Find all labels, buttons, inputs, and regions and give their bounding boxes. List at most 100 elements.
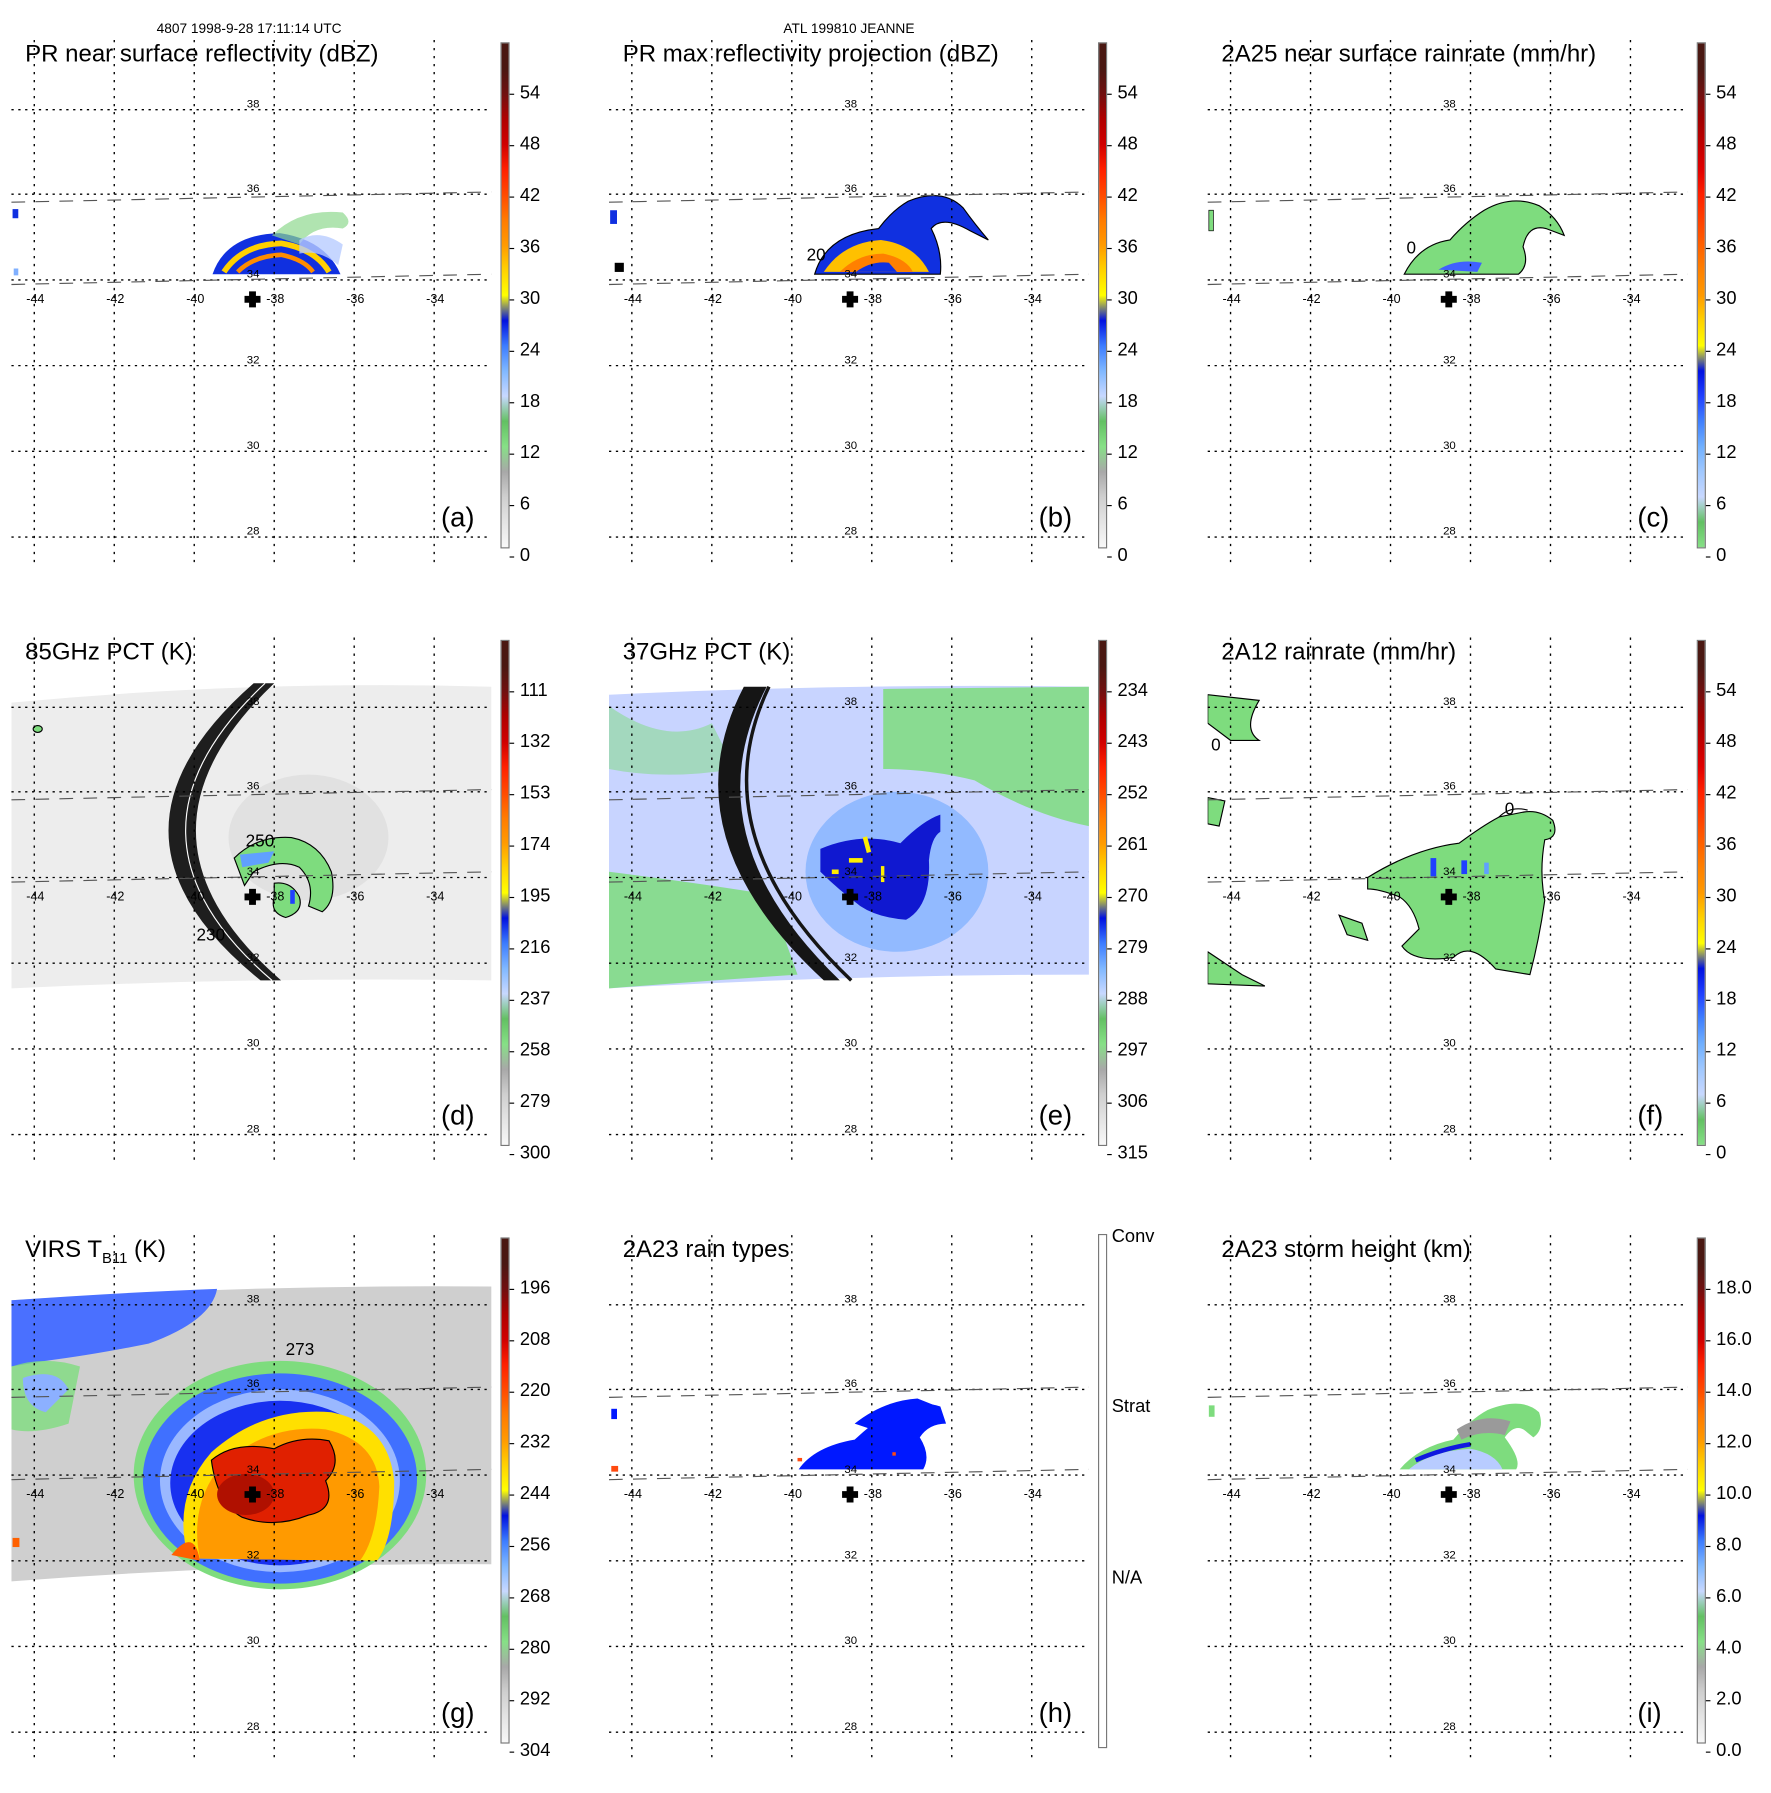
lon-label: -42 (1303, 292, 1321, 306)
swath-edge (11, 191, 492, 203)
panel-title-suffix: (K) (127, 1236, 167, 1263)
lat-label: 28 (844, 1123, 857, 1135)
lon-label: -38 (864, 889, 882, 903)
colorbar-tick (509, 402, 515, 404)
panel-title: 2A23 rain types (623, 1236, 790, 1263)
colorbar-label: 258 (519, 1040, 551, 1061)
colorbar-tick (509, 1102, 515, 1104)
lon-label: -34 (426, 292, 444, 306)
colorbar-label: 12 (1117, 443, 1138, 463)
lat-label: 30 (247, 1038, 260, 1050)
lat-label: 28 (247, 1123, 260, 1135)
lon-label: -36 (944, 292, 962, 306)
swath-edge (11, 1386, 492, 1398)
panel-title: 2A12 rainrate (mm/hr) (1221, 639, 1456, 666)
colorbar-tick (1107, 999, 1112, 1001)
colorbar-tick (1705, 1051, 1711, 1053)
colorbar-label: 8.0 (1716, 1535, 1742, 1556)
colorbar (1696, 639, 1706, 1147)
colorbar (500, 639, 510, 1147)
lon-label: -42 (1303, 1487, 1321, 1501)
colorbar-tick (1705, 505, 1711, 507)
colorbar-tick (509, 556, 515, 558)
lat-label: 32 (844, 1549, 857, 1561)
lat-label: 38 (844, 1294, 857, 1306)
swath-edge (1207, 1468, 1688, 1481)
panel-f: 38 36 34 32 30 28 -44 -42 -40 -38 -36 -34 0 0 2A12 rai… (1196, 598, 1771, 1196)
contour-label: 273 (286, 1339, 315, 1359)
lon-label: -42 (1303, 889, 1321, 903)
colorbar-tick (1705, 1700, 1711, 1702)
colorbar-tick (1705, 1102, 1711, 1104)
lat-label: 32 (247, 354, 260, 366)
colorbar-tick (1107, 691, 1112, 693)
colorbar-tick (1107, 93, 1112, 95)
lon-label: -36 (346, 889, 364, 903)
lon-label: -34 (1024, 292, 1042, 306)
lon-label: -34 (426, 889, 444, 903)
map-c: 38 36 34 32 30 28 -44 -42 -40 -38 -36 -34 0 (1207, 39, 1688, 566)
colorbar-label: 12 (519, 443, 541, 463)
lat-label: 32 (247, 952, 260, 964)
lat-label: 30 (844, 1038, 857, 1050)
colorbar-tick (1705, 896, 1711, 899)
lon-label: -38 (864, 1487, 882, 1501)
colorbar-tick (1705, 948, 1711, 950)
lon-label: -44 (26, 1487, 44, 1501)
lat-label: 36 (844, 183, 857, 195)
colorbar-label: 54 (1716, 83, 1737, 103)
colorbar-label: 0 (1117, 546, 1128, 566)
lat-label: 30 (247, 1635, 260, 1647)
colorbar-label: 208 (519, 1329, 551, 1350)
panel-title-text: PR near surface reflectivity (dBZ) (25, 41, 379, 68)
colorbar-tick (1705, 742, 1711, 744)
colorbar-label: 14.0 (1716, 1381, 1752, 1401)
map-g: 38 36 34 32 30 28 -44 -42 -40 -38 -36 -34 273 (11, 1235, 492, 1761)
swath-edge (1207, 788, 1688, 801)
lon-label: -38 (864, 292, 882, 306)
colorbar-tick (509, 691, 515, 693)
colorbar-label: N/A (1111, 1568, 1143, 1589)
colorbar-tick (1705, 1597, 1711, 1599)
colorbar-label: 18 (1716, 391, 1737, 412)
colorbar-label: 30 (1716, 886, 1737, 907)
lon-label: -40 (1383, 889, 1401, 903)
colorbar-label: 6.0 (1716, 1587, 1742, 1607)
colorbar (500, 42, 510, 549)
colorbar-label: 10.0 (1716, 1484, 1752, 1504)
lat-label: 30 (844, 440, 857, 452)
colorbar-tick (1107, 402, 1112, 404)
lat-label: 34 (1443, 866, 1456, 878)
colorbar-label: 30 (1117, 289, 1138, 309)
lat-label: 34 (1443, 1464, 1456, 1476)
colorbar-tick (1705, 402, 1711, 404)
swath-edge (608, 1386, 1089, 1398)
swath-edge (1207, 871, 1688, 883)
lon-label: -38 (266, 292, 284, 306)
panel-c: 38 36 34 32 30 28 -44 -42 -40 -38 -36 -34 0 2A25 near… (1196, 0, 1771, 598)
colorbar-label: 12 (1716, 443, 1737, 463)
colorbar-label: 270 (1117, 886, 1148, 907)
colorbar-label: 42 (519, 186, 541, 206)
colorbar-tick (509, 794, 515, 796)
panel-letter: (a) (441, 502, 475, 534)
lat-label: 30 (1443, 1635, 1456, 1647)
lat-label: 28 (844, 1721, 857, 1733)
colorbar-label: 42 (1716, 186, 1737, 206)
panel-h: 38 36 34 32 30 28 -44 -42 -40 -38 -36 -34 2A23 rain … (598, 1195, 1192, 1793)
panel-letter: (f) (1637, 1100, 1664, 1132)
lon-label: -40 (186, 292, 204, 306)
lon-label: -40 (784, 889, 802, 903)
colorbar-label: 0 (519, 546, 531, 566)
colorbar-label: 36 (1117, 237, 1138, 258)
colorbar-label: 36 (1716, 237, 1737, 258)
colorbar-tick (509, 1288, 515, 1290)
colorbar-tick (1705, 1545, 1711, 1548)
colorbar-tick (509, 999, 515, 1001)
colorbar-label: 24 (1117, 340, 1138, 360)
colorbar-label: 30 (519, 289, 541, 309)
colorbar-tick (1107, 1051, 1112, 1053)
colorbar-label: 220 (519, 1381, 551, 1401)
colorbar-label: 252 (1117, 783, 1148, 804)
lat-label: 36 (247, 1378, 260, 1390)
